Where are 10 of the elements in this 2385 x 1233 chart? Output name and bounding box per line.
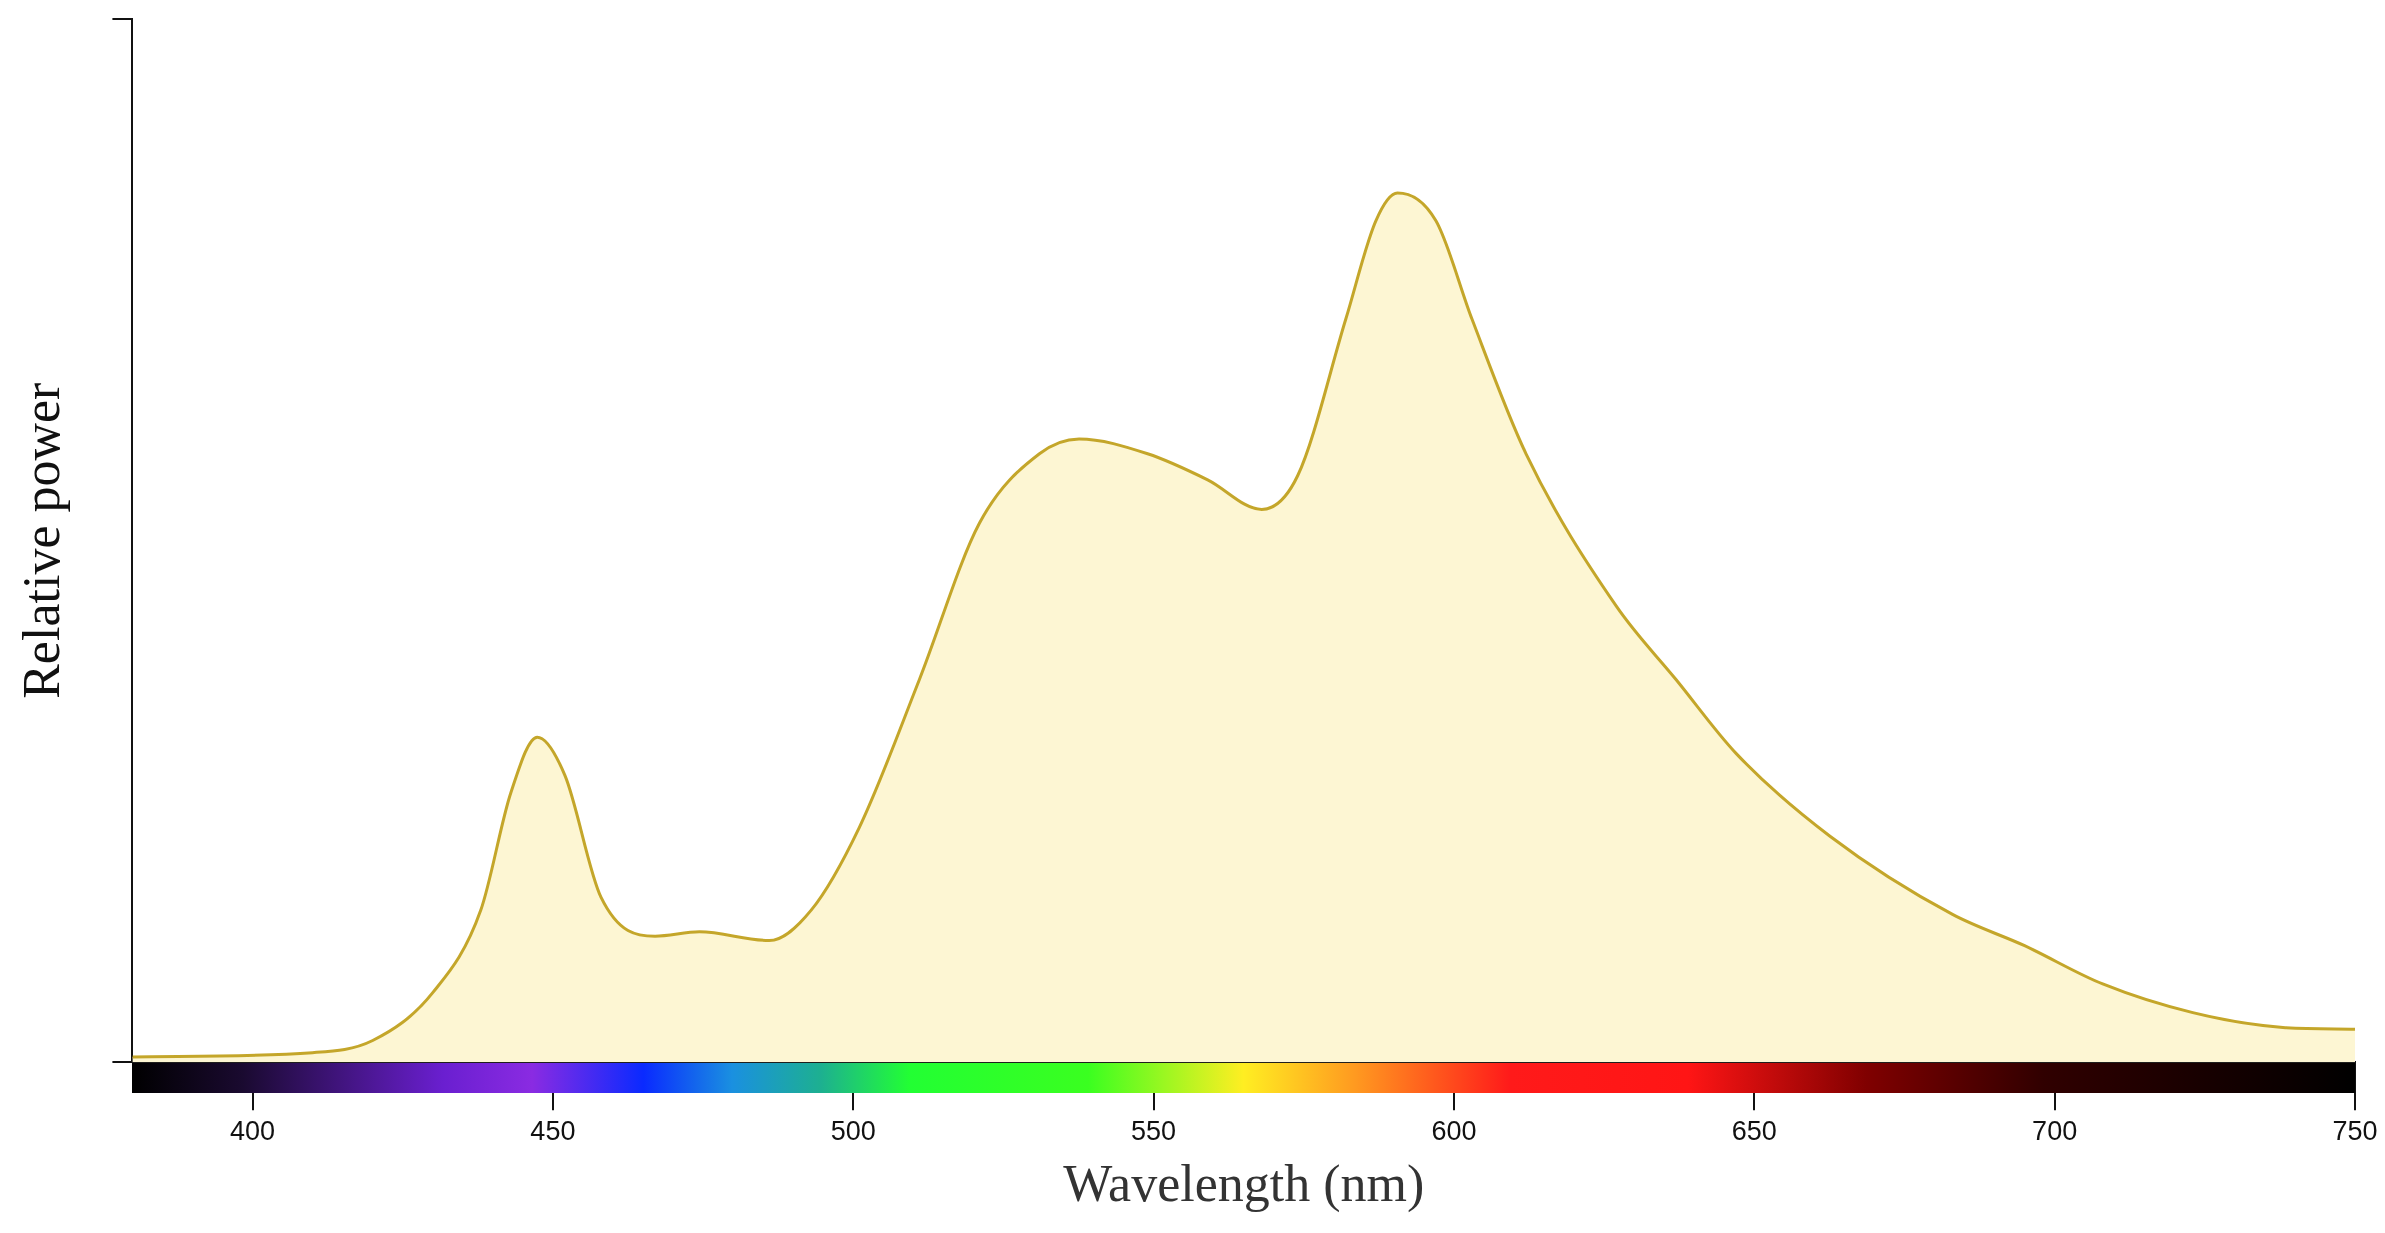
x-tick-label: 400 <box>230 1115 276 1146</box>
x-tick-label: 750 <box>2332 1115 2378 1146</box>
x-tick-label: 600 <box>1431 1115 1477 1146</box>
x-tick-label: 450 <box>530 1115 576 1146</box>
x-tick-label: 550 <box>1131 1115 1177 1146</box>
x-tick-label: 700 <box>2032 1115 2078 1146</box>
x-tick-label: 650 <box>1731 1115 1777 1146</box>
x-axis-title: Wavelength (nm) <box>1063 1155 1425 1214</box>
x-tick-label: 500 <box>830 1115 876 1146</box>
y-axis-title: Relative power <box>12 382 70 699</box>
